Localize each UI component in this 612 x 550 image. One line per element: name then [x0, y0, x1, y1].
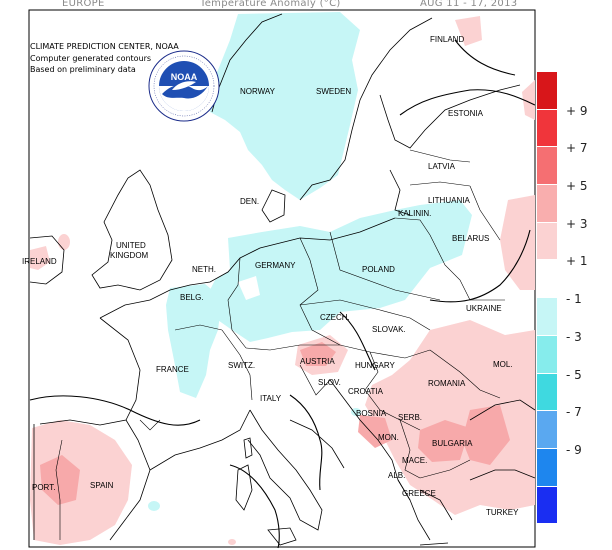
legend-label: + 9	[566, 104, 588, 118]
legend-swatch	[537, 222, 557, 261]
legend-swatch	[537, 411, 557, 449]
noaa-logo: NOAA	[148, 50, 220, 122]
legend-swatch	[537, 373, 557, 412]
legend-swatch	[537, 486, 557, 525]
legend-label: + 1	[566, 254, 588, 268]
legend-swatch	[537, 147, 557, 186]
legend-label: - 7	[566, 405, 582, 419]
legend-swatch	[537, 335, 557, 374]
cool-anomaly-areas	[166, 12, 472, 398]
country-borders	[55, 149, 505, 540]
credit-line-1: CLIMATE PREDICTION CENTER, NOAA	[30, 42, 179, 51]
legend-label: - 5	[566, 368, 582, 382]
color-legend	[537, 72, 557, 525]
legend-label: - 9	[566, 443, 582, 457]
legend-swatch	[537, 109, 557, 148]
legend-label: - 1	[566, 292, 582, 306]
map-title: Temperature Anomaly (°C)	[200, 0, 341, 9]
legend-label: + 3	[566, 217, 588, 231]
date-range: AUG 11 - 17, 2013	[420, 0, 518, 9]
credit-line-3: Based on preliminary data	[30, 65, 136, 74]
stronger-warm-areas	[40, 342, 510, 505]
legend-label: - 3	[566, 330, 582, 344]
zero-contours	[29, 39, 536, 549]
credit-line-2: Computer generated contours	[30, 54, 152, 63]
noaa-logo-text: NOAA	[171, 72, 198, 82]
neutral-gap	[238, 276, 260, 300]
legend-swatch	[537, 260, 557, 299]
legend-swatch	[537, 185, 557, 223]
legend-swatch	[537, 448, 557, 487]
legend-label: + 7	[566, 141, 588, 155]
legend-swatch	[537, 72, 557, 110]
map-region-label: EUROPE	[62, 0, 105, 9]
legend-label: + 5	[566, 179, 588, 193]
legend-swatch	[537, 298, 557, 336]
